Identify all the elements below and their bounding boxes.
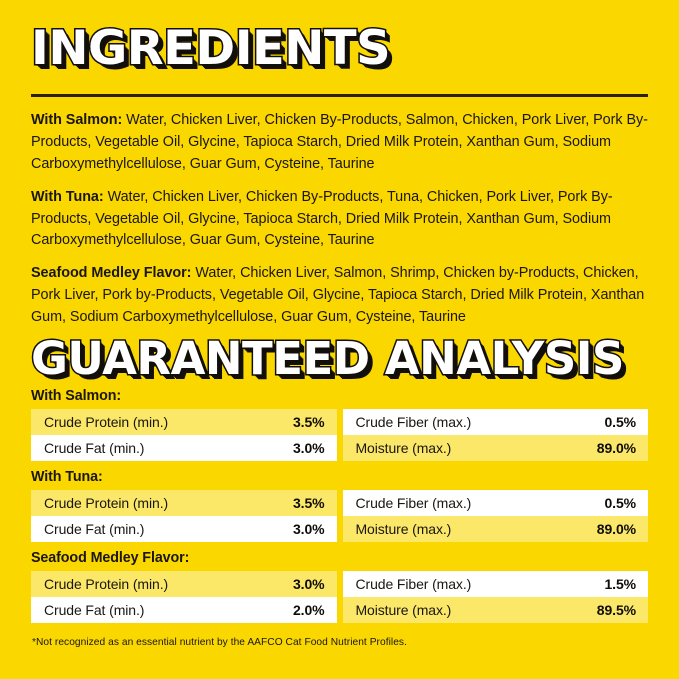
nutrient-value: 0.5% bbox=[604, 495, 636, 511]
nutrient-name: Moisture (max.) bbox=[355, 602, 452, 618]
nutrient-value: 3.0% bbox=[292, 440, 325, 456]
table-row: Crude Protein (min.) 3.5% bbox=[31, 490, 337, 516]
analysis-column-left: Crude Protein (min.) 3.5% Crude Fat (min… bbox=[31, 409, 337, 461]
analysis-column-right: Crude Fiber (max.) 0.5% Moisture (max.) … bbox=[342, 490, 648, 542]
analysis-title-seafood-medley: Seafood Medley Flavor: bbox=[31, 550, 190, 566]
analysis-column-left: Crude Protein (min.) 3.5% Crude Fat (min… bbox=[31, 490, 337, 542]
nutrient-name: Crude Protein (min.) bbox=[44, 495, 169, 511]
nutrient-value: 89.0% bbox=[596, 521, 636, 537]
analysis-group-tuna: With Tuna: Crude Protein (min.) 3.5% Cru… bbox=[31, 469, 648, 542]
guaranteed-analysis-heading: GUARANTEED ANALYSIS bbox=[30, 332, 626, 385]
table-row: Crude Fat (min.) 2.0% bbox=[31, 597, 337, 623]
nutrient-name: Crude Fiber (max.) bbox=[355, 495, 472, 511]
table-row: Moisture (max.) 89.0% bbox=[342, 516, 648, 542]
nutrient-name: Crude Fat (min.) bbox=[44, 602, 145, 618]
analysis-group-salmon: With Salmon: Crude Protein (min.) 3.5% C… bbox=[31, 388, 648, 461]
analysis-title-salmon: With Salmon: bbox=[31, 388, 122, 404]
nutrient-name: Crude Fat (min.) bbox=[44, 440, 145, 456]
analysis-table-tuna: Crude Protein (min.) 3.5% Crude Fat (min… bbox=[31, 490, 648, 542]
analysis-table-seafood-medley: Crude Protein (min.) 3.0% Crude Fat (min… bbox=[31, 571, 648, 623]
nutrient-value: 2.0% bbox=[292, 602, 325, 618]
analysis-column-left: Crude Protein (min.) 3.0% Crude Fat (min… bbox=[31, 571, 337, 623]
nutrient-name: Moisture (max.) bbox=[355, 521, 452, 537]
table-row: Crude Protein (min.) 3.5% bbox=[31, 409, 337, 435]
ingredient-label-seafood-medley: Seafood Medley Flavor: bbox=[31, 265, 192, 282]
table-row: Moisture (max.) 89.5% bbox=[342, 597, 648, 623]
table-row: Crude Fat (min.) 3.0% bbox=[31, 516, 337, 542]
ingredient-label-salmon: With Salmon: bbox=[31, 112, 123, 128]
nutrient-name: Crude Protein (min.) bbox=[44, 414, 169, 430]
nutrient-name: Crude Fat (min.) bbox=[44, 521, 145, 537]
nutrient-value: 89.0% bbox=[596, 440, 636, 456]
ingredient-paragraph-tuna: With Tuna: Water, Chicken Liver, Chicken… bbox=[31, 187, 648, 253]
nutrient-name: Moisture (max.) bbox=[355, 440, 452, 456]
table-row: Crude Fiber (max.) 0.5% bbox=[342, 409, 648, 435]
ingredients-heading: INGREDIENTS bbox=[29, 21, 392, 76]
table-row: Crude Fiber (max.) 1.5% bbox=[342, 571, 648, 597]
analysis-title-tuna: With Tuna: bbox=[31, 469, 103, 485]
nutrient-value: 89.5% bbox=[596, 602, 636, 618]
nutrient-name: Crude Fiber (max.) bbox=[355, 576, 472, 592]
ingredient-text-seafood-medley: Water, Chicken Liver, Salmon, Shrimp, Ch… bbox=[31, 265, 645, 326]
ingredient-paragraph-seafood-medley: Seafood Medley Flavor: Water, Chicken Li… bbox=[31, 263, 648, 329]
nutrient-value: 0.5% bbox=[604, 414, 636, 430]
ingredients-divider bbox=[31, 94, 648, 97]
table-row: Crude Fiber (max.) 0.5% bbox=[342, 490, 648, 516]
analysis-column-right: Crude Fiber (max.) 0.5% Moisture (max.) … bbox=[342, 409, 648, 461]
aafco-footnote: *Not recognized as an essential nutrient… bbox=[32, 637, 407, 648]
analysis-table-salmon: Crude Protein (min.) 3.5% Crude Fat (min… bbox=[31, 409, 648, 461]
table-row: Crude Fat (min.) 3.0% bbox=[31, 435, 337, 461]
nutrient-name: Crude Protein (min.) bbox=[44, 576, 169, 592]
ingredients-list: With Salmon: Water, Chicken Liver, Chick… bbox=[31, 110, 648, 329]
nutrient-value: 3.5% bbox=[292, 414, 325, 430]
nutrient-value: 3.0% bbox=[292, 576, 325, 592]
nutrient-value: 1.5% bbox=[604, 576, 636, 592]
nutrient-value: 3.0% bbox=[292, 521, 325, 537]
ingredient-text-tuna: Water, Chicken Liver, Chicken By-Product… bbox=[31, 188, 613, 249]
nutrient-name: Crude Fiber (max.) bbox=[355, 414, 472, 430]
table-row: Crude Protein (min.) 3.0% bbox=[31, 571, 337, 597]
analysis-group-seafood-medley: Seafood Medley Flavor: Crude Protein (mi… bbox=[31, 550, 648, 623]
ingredient-label-tuna: With Tuna: bbox=[31, 188, 104, 205]
ingredient-paragraph-salmon: With Salmon: Water, Chicken Liver, Chick… bbox=[31, 110, 648, 176]
table-row: Moisture (max.) 89.0% bbox=[342, 435, 648, 461]
ingredient-text-salmon: Water, Chicken Liver, Chicken By-Product… bbox=[31, 112, 648, 172]
nutrient-value: 3.5% bbox=[292, 495, 325, 511]
analysis-column-right: Crude Fiber (max.) 1.5% Moisture (max.) … bbox=[342, 571, 648, 623]
